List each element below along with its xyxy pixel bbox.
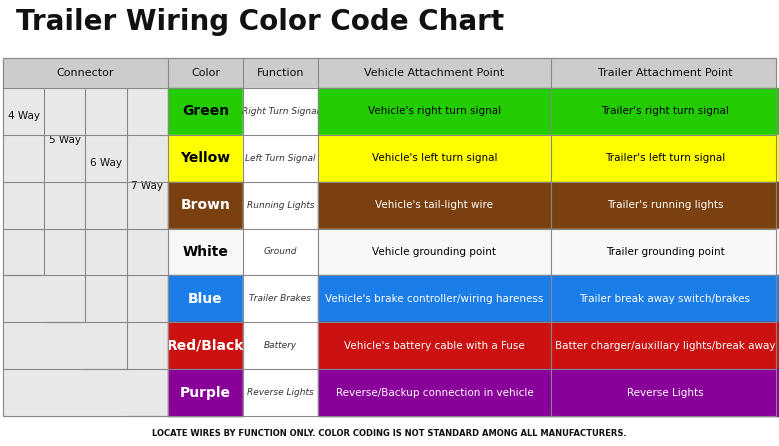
Bar (3, 88, 168, 135)
Bar (243, 276, 318, 322)
Text: Brown: Brown (181, 198, 231, 212)
Text: Yellow: Yellow (181, 151, 231, 165)
Bar (318, 276, 551, 322)
Text: Running Lights: Running Lights (247, 201, 314, 210)
Bar (168, 369, 243, 416)
Text: LOCATE WIRES BY FUNCTION ONLY. COLOR CODING IS NOT STANDARD AMONG ALL MANUFACTUR: LOCATE WIRES BY FUNCTION ONLY. COLOR COD… (152, 429, 627, 438)
Text: Vehicle's right turn signal: Vehicle's right turn signal (368, 107, 501, 116)
Text: Battery: Battery (264, 341, 297, 350)
Text: Right Turn Signal: Right Turn Signal (242, 107, 319, 116)
Bar (3, 58, 776, 88)
Bar (3, 135, 168, 182)
Bar (168, 182, 243, 228)
Text: 7 Way: 7 Way (132, 182, 164, 191)
Text: Vehicle's battery cable with a Fuse: Vehicle's battery cable with a Fuse (344, 341, 525, 351)
Bar (551, 135, 779, 182)
Bar (3, 228, 168, 276)
Bar (551, 228, 779, 276)
Text: Color: Color (191, 68, 220, 78)
Text: Trailer Brakes: Trailer Brakes (249, 294, 312, 303)
Bar (3, 182, 168, 228)
Text: Vehicle grounding point: Vehicle grounding point (372, 247, 496, 257)
Text: Vehicle's left turn signal: Vehicle's left turn signal (372, 153, 497, 163)
Bar (551, 322, 779, 369)
Text: Reverse Lights: Reverse Lights (626, 388, 703, 397)
Text: Red/Black: Red/Black (167, 339, 244, 353)
Text: 6 Way: 6 Way (90, 158, 122, 168)
Text: Reverse/Backup connection in vehicle: Reverse/Backup connection in vehicle (336, 388, 534, 397)
Bar (243, 228, 318, 276)
Bar (318, 228, 551, 276)
Bar (243, 322, 318, 369)
Bar (168, 276, 243, 322)
Text: Trailer Attachment Point: Trailer Attachment Point (597, 68, 732, 78)
Bar (551, 369, 779, 416)
Text: Left Turn Signal: Left Turn Signal (245, 154, 315, 163)
Bar (3, 322, 168, 369)
Bar (168, 135, 243, 182)
Text: Green: Green (182, 104, 229, 119)
Bar (243, 135, 318, 182)
Text: Trailer Wiring Color Code Chart: Trailer Wiring Color Code Chart (16, 8, 504, 36)
Text: Batter charger/auxillary lights/break away: Batter charger/auxillary lights/break aw… (555, 341, 775, 351)
Text: White: White (182, 245, 228, 259)
Bar (168, 88, 243, 135)
Bar (551, 182, 779, 228)
Bar (243, 182, 318, 228)
Bar (551, 276, 779, 322)
Text: Trailer's running lights: Trailer's running lights (607, 200, 723, 210)
Bar (318, 369, 551, 416)
Text: Vehicle Attachment Point: Vehicle Attachment Point (365, 68, 505, 78)
Text: Blue: Blue (189, 292, 223, 306)
Bar (551, 88, 779, 135)
Text: 5 Way: 5 Way (49, 135, 81, 145)
Text: Trailer grounding point: Trailer grounding point (605, 247, 724, 257)
Text: Trailer break away switch/brakes: Trailer break away switch/brakes (580, 294, 750, 304)
Bar (243, 88, 318, 135)
Bar (3, 276, 168, 322)
Text: 4 Way: 4 Way (8, 111, 40, 121)
Text: Trailer's right turn signal: Trailer's right turn signal (601, 107, 729, 116)
Text: Trailer's left turn signal: Trailer's left turn signal (605, 153, 725, 163)
Bar (318, 135, 551, 182)
Bar (168, 322, 243, 369)
Text: Connector: Connector (57, 68, 115, 78)
Bar (3, 369, 168, 416)
Text: Vehicle's tail-light wire: Vehicle's tail-light wire (375, 200, 494, 210)
Bar (318, 88, 551, 135)
Bar (243, 369, 318, 416)
Text: Function: Function (257, 68, 305, 78)
Bar (168, 228, 243, 276)
Text: Ground: Ground (264, 248, 298, 256)
Text: Vehicle's brake controller/wiring hareness: Vehicle's brake controller/wiring harene… (326, 294, 544, 304)
Text: Reverse Lights: Reverse Lights (247, 388, 314, 397)
Text: Purple: Purple (180, 386, 231, 400)
Bar (3, 58, 776, 416)
Bar (318, 322, 551, 369)
Bar (318, 182, 551, 228)
